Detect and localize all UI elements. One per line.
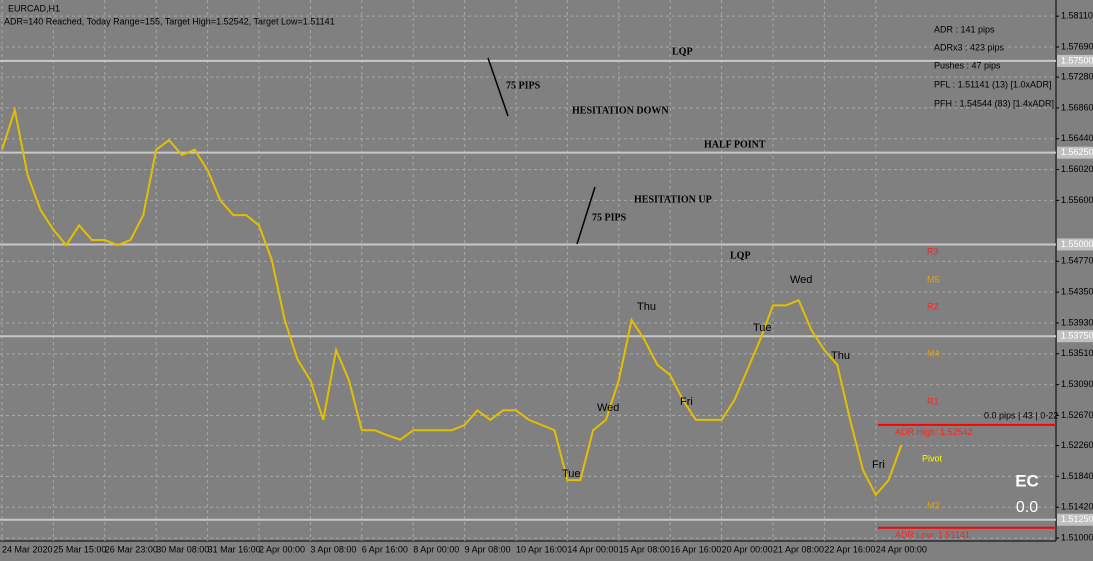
pivot-label: Pivot: [922, 453, 943, 463]
x-tick-label: 21 Apr 08:00: [773, 544, 824, 554]
info-line: PFH : 1.54544 (83) [1.4xADR]: [934, 98, 1054, 108]
y-tick-label: 1.51840: [1061, 471, 1093, 481]
y-tick-label: 1.56440: [1061, 133, 1093, 143]
level-label: 1.55000: [1061, 239, 1093, 249]
y-tick-label: 1.57280: [1061, 71, 1093, 81]
price-line: [1, 106, 903, 497]
y-tick-label: 1.56020: [1061, 164, 1093, 174]
day-label: Tue: [562, 468, 581, 480]
y-tick-label: 1.53930: [1061, 317, 1093, 327]
day-label: Thu: [831, 350, 850, 362]
annotation: 75 PIPS: [592, 212, 627, 223]
corner-value: 0.0: [1016, 499, 1038, 516]
adr-label: ADR High: 1.52542: [895, 427, 973, 437]
symbol: EURCAD,H1: [8, 3, 60, 13]
info-line: Pushes : 47 pips: [934, 60, 1001, 70]
x-tick-label: 15 Apr 08:00: [619, 544, 670, 554]
pivot-label: R1: [927, 396, 939, 406]
x-tick-label: 10 Apr 16:00: [516, 544, 567, 554]
x-tick-label: 9 Apr 08:00: [465, 544, 511, 554]
day-label: Tue: [753, 322, 772, 334]
y-tick-label: 1.52260: [1061, 440, 1093, 450]
x-tick-label: 22 Apr 16:00: [824, 544, 875, 554]
x-tick-label: 20 Apr 00:00: [722, 544, 773, 554]
info-line: PFL : 1.51141 (13) [1.0xADR]: [934, 79, 1052, 89]
day-label: Thu: [637, 301, 656, 313]
y-tick-label: 1.54770: [1061, 256, 1093, 266]
x-tick-label: 2 Apr 00:00: [259, 544, 305, 554]
status-line: 0.0 pips | 43 | 0-22: [984, 410, 1058, 420]
adr-label: ADR Low: 1.51141: [895, 530, 970, 540]
annotation: 75 PIPS: [506, 80, 541, 91]
level-label: 1.51250: [1061, 514, 1093, 524]
level-label: 1.57500: [1061, 55, 1093, 65]
level-tag: [1057, 238, 1093, 251]
pivot-label: M2: [927, 500, 940, 510]
info-line: ADR : 141 pips: [934, 24, 995, 34]
level-tag: [1057, 146, 1093, 159]
x-tick-label: 26 Mar 23:00: [105, 544, 158, 554]
day-label: Wed: [597, 402, 619, 414]
level-tag: [1057, 513, 1093, 526]
y-tick-label: 1.58110: [1061, 11, 1093, 21]
y-tick-label: 1.53510: [1061, 348, 1093, 358]
y-tick-label: 1.54350: [1061, 287, 1093, 297]
info-line: ADRx3 : 423 pips: [934, 42, 1005, 52]
level-label: 1.53750: [1061, 331, 1093, 341]
level-tag: [1057, 54, 1093, 67]
pivot-label: R2: [927, 301, 939, 311]
day-label: Fri: [872, 459, 885, 471]
pivot-label: M5: [927, 274, 940, 284]
y-tick-label: 1.56860: [1061, 102, 1093, 112]
annotation: LQP: [672, 46, 693, 57]
day-label: Fri: [680, 396, 693, 408]
annotation: HESITATION UP: [634, 194, 712, 205]
y-tick-label: 1.53090: [1061, 379, 1093, 389]
arrow-stroke: [487, 57, 509, 117]
y-tick-label: 1.55600: [1061, 195, 1093, 205]
x-tick-label: 16 Apr 16:00: [670, 544, 721, 554]
arrow-stroke: [576, 186, 596, 245]
x-tick-label: 14 Apr 00:00: [567, 544, 618, 554]
y-tick-label: 1.51420: [1061, 502, 1093, 512]
y-tick-label: 1.57690: [1061, 41, 1093, 51]
corner-symbol: EC: [1015, 471, 1039, 490]
plot: [0, 0, 1056, 541]
annotation: HESITATION DOWN: [572, 105, 669, 116]
status: ADR=140 Reached, Today Range=155, Target…: [4, 16, 335, 26]
level-label: 1.56250: [1061, 147, 1093, 157]
x-tick-label: 25 Mar 15:00: [53, 544, 106, 554]
x-tick-label: 24 Apr 00:00: [876, 544, 927, 554]
x-tick-label: 6 Apr 16:00: [362, 544, 408, 554]
pivot-label: R3: [927, 246, 939, 256]
x-tick-label: 31 Mar 16:00: [208, 544, 261, 554]
day-label: Wed: [790, 274, 812, 286]
x-tick-label: 8 Apr 00:00: [413, 544, 459, 554]
x-tick-label: 24 Mar 2020: [2, 544, 53, 554]
annotation: HALF POINT: [704, 139, 766, 150]
level-tag: [1057, 330, 1093, 343]
y-tick-label: 1.52670: [1061, 410, 1093, 420]
pivot-label: M4: [927, 348, 940, 358]
y-tick-label: 1.51000: [1061, 532, 1093, 542]
annotation: LQP: [730, 250, 751, 261]
x-tick-label: 30 Mar 08:00: [156, 544, 209, 554]
x-tick-label: 3 Apr 08:00: [310, 544, 356, 554]
